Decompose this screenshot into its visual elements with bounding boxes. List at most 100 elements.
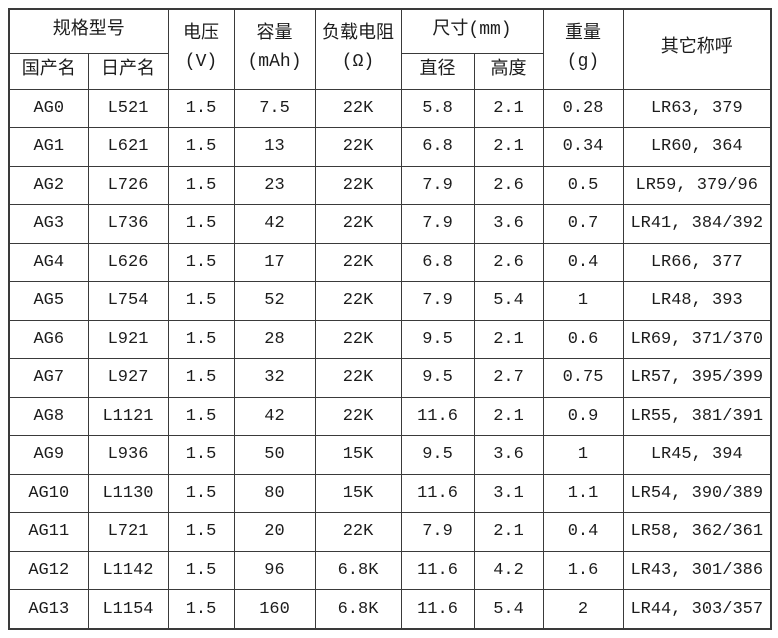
- cell-diameter: 7.9: [400, 281, 475, 321]
- cell-capacity: 50: [233, 435, 316, 475]
- cell-height: 2.1: [473, 127, 544, 167]
- cell-capacity: 42: [233, 396, 316, 436]
- cell-load-resistance: 22K: [314, 358, 402, 398]
- battery-spec-table-container: 规格型号 电压 (V) 容量 (mAh) 负载电阻 (Ω) 尺寸(mm) 重量 …: [8, 8, 772, 630]
- cell-diameter: 7.9: [400, 165, 475, 205]
- cell-load-resistance: 22K: [314, 319, 402, 359]
- cell-japan-name: L936: [87, 435, 169, 475]
- cell-diameter: 6.8: [400, 127, 475, 167]
- cell-capacity: 160: [233, 589, 316, 630]
- cell-voltage: 1.5: [167, 204, 235, 244]
- cell-capacity: 42: [233, 204, 316, 244]
- table-row: AG5 L754 1.5 52 22K 7.9 5.4 1 LR48, 393: [8, 281, 772, 321]
- cell-japan-name: L927: [87, 358, 169, 398]
- table-row: AG10 L1130 1.5 80 15K 11.6 3.1 1.1 LR54, 390/389: [8, 473, 772, 513]
- cell-diameter: 9.5: [400, 435, 475, 475]
- cell-height: 2.7: [473, 358, 544, 398]
- cell-height: 3.6: [473, 204, 544, 244]
- header-capacity: 容量 (mAh): [233, 8, 316, 90]
- cell-japan-name: L721: [87, 512, 169, 552]
- cell-weight: 1: [542, 435, 624, 475]
- header-diameter: 直径: [400, 52, 475, 90]
- cell-other-names: LR54, 390/389: [622, 473, 772, 513]
- cell-height: 2.1: [473, 512, 544, 552]
- cell-voltage: 1.5: [167, 435, 235, 475]
- header-row-top: 规格型号 电压 (V) 容量 (mAh) 负载电阻 (Ω) 尺寸(mm) 重量 …: [8, 8, 772, 90]
- cell-other-names: LR60, 364: [622, 127, 772, 167]
- table-header: 规格型号 电压 (V) 容量 (mAh) 负载电阻 (Ω) 尺寸(mm) 重量 …: [8, 8, 772, 90]
- cell-weight: 0.28: [542, 88, 624, 128]
- cell-domestic-name: AG10: [8, 473, 89, 513]
- battery-spec-table: 规格型号 电压 (V) 容量 (mAh) 负载电阻 (Ω) 尺寸(mm) 重量 …: [8, 8, 772, 630]
- cell-domestic-name: AG4: [8, 242, 89, 282]
- cell-voltage: 1.5: [167, 281, 235, 321]
- cell-domestic-name: AG13: [8, 589, 89, 630]
- cell-japan-name: L621: [87, 127, 169, 167]
- cell-other-names: LR58, 362/361: [622, 512, 772, 552]
- cell-capacity: 7.5: [233, 88, 316, 128]
- cell-other-names: LR57, 395/399: [622, 358, 772, 398]
- cell-weight: 0.4: [542, 242, 624, 282]
- cell-weight: 0.75: [542, 358, 624, 398]
- cell-load-resistance: 6.8K: [314, 589, 402, 630]
- cell-height: 5.4: [473, 589, 544, 630]
- header-voltage-unit: (V): [184, 52, 218, 73]
- table-row: AG7 L927 1.5 32 22K 9.5 2.7 0.75 LR57, 395/399: [8, 358, 772, 398]
- table-row: AG12 L1142 1.5 96 6.8K 11.6 4.2 1.6 LR43, 301/38…: [8, 550, 772, 590]
- cell-japan-name: L626: [87, 242, 169, 282]
- cell-domestic-name: AG7: [8, 358, 89, 398]
- cell-weight: 1.1: [542, 473, 624, 513]
- cell-japan-name: L1130: [87, 473, 169, 513]
- cell-voltage: 1.5: [167, 512, 235, 552]
- cell-weight: 1: [542, 281, 624, 321]
- cell-capacity: 20: [233, 512, 316, 552]
- cell-domestic-name: AG11: [8, 512, 89, 552]
- table-row: AG11 L721 1.5 20 22K 7.9 2.1 0.4 LR58, 362/361: [8, 512, 772, 552]
- cell-load-resistance: 22K: [314, 512, 402, 552]
- cell-other-names: LR43, 301/386: [622, 550, 772, 590]
- cell-domestic-name: AG9: [8, 435, 89, 475]
- cell-load-resistance: 22K: [314, 281, 402, 321]
- header-weight-label: 重量: [565, 24, 601, 45]
- cell-domestic-name: AG1: [8, 127, 89, 167]
- cell-voltage: 1.5: [167, 550, 235, 590]
- cell-capacity: 32: [233, 358, 316, 398]
- cell-domestic-name: AG6: [8, 319, 89, 359]
- cell-voltage: 1.5: [167, 127, 235, 167]
- cell-height: 2.1: [473, 88, 544, 128]
- cell-diameter: 9.5: [400, 319, 475, 359]
- cell-height: 3.6: [473, 435, 544, 475]
- cell-weight: 0.5: [542, 165, 624, 205]
- cell-height: 2.1: [473, 396, 544, 436]
- header-capacity-label: 容量: [256, 24, 293, 45]
- cell-load-resistance: 22K: [314, 396, 402, 436]
- header-weight: 重量 (g): [542, 8, 624, 90]
- cell-capacity: 13: [233, 127, 316, 167]
- cell-japan-name: L726: [87, 165, 169, 205]
- table-row: AG0 L521 1.5 7.5 22K 5.8 2.1 0.28 LR63, 379: [8, 88, 772, 128]
- header-load-resistance: 负载电阻 (Ω): [314, 8, 402, 90]
- cell-domestic-name: AG8: [8, 396, 89, 436]
- cell-japan-name: L1121: [87, 396, 169, 436]
- cell-voltage: 1.5: [167, 396, 235, 436]
- cell-japan-name: L921: [87, 319, 169, 359]
- cell-domestic-name: AG0: [8, 88, 89, 128]
- header-load-resistance-label: 负载电阻: [322, 24, 394, 45]
- header-load-resistance-unit: (Ω): [341, 52, 375, 73]
- cell-weight: 0.9: [542, 396, 624, 436]
- cell-diameter: 5.8: [400, 88, 475, 128]
- cell-other-names: LR44, 303/357: [622, 589, 772, 630]
- cell-height: 4.2: [473, 550, 544, 590]
- cell-weight: 1.6: [542, 550, 624, 590]
- cell-height: 2.6: [473, 165, 544, 205]
- cell-weight: 0.7: [542, 204, 624, 244]
- cell-height: 2.6: [473, 242, 544, 282]
- cell-voltage: 1.5: [167, 473, 235, 513]
- cell-load-resistance: 22K: [314, 127, 402, 167]
- cell-load-resistance: 22K: [314, 165, 402, 205]
- header-other-names: 其它称呼: [622, 8, 772, 90]
- cell-diameter: 7.9: [400, 204, 475, 244]
- header-row-sub: 国产名 日产名 直径 高度: [8, 52, 771, 90]
- cell-other-names: LR55, 381/391: [622, 396, 772, 436]
- table-row: AG8 L1121 1.5 42 22K 11.6 2.1 0.9 LR55, 381/391: [8, 396, 772, 436]
